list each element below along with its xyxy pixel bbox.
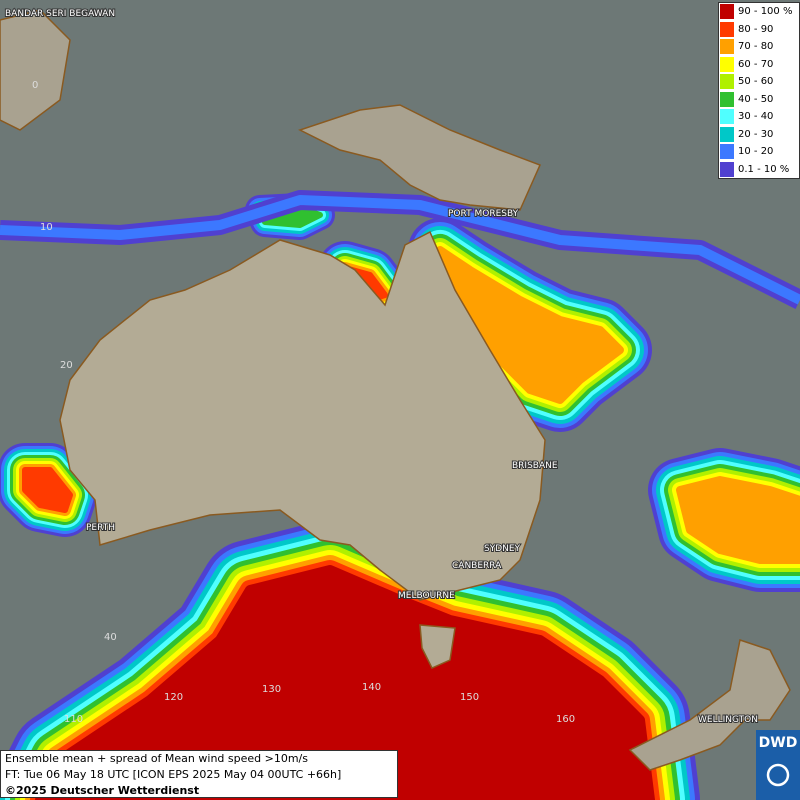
grid-label: 0 [32,80,38,91]
legend-swatch [720,161,734,177]
footer-line: Ensemble mean + spread of Mean wind spee… [5,752,308,765]
legend-item: 60 - 70 [719,56,799,74]
legend: 90 - 100 % 80 - 90 70 - 80 60 - 70 50 - 60 40… [718,2,800,179]
grid-label: 110 [64,714,83,725]
new-guinea [298,104,542,211]
probability-band [676,476,800,564]
grid-label: 160 [556,714,575,725]
legend-label: 90 - 100 % [738,6,793,18]
legend-swatch [720,21,734,37]
legend-item: 20 - 30 [719,126,799,144]
place-label: MELBOURNE [398,591,455,601]
place-label: WELLINGTON [698,715,758,725]
grid-label: 150 [460,692,479,703]
tasmania [419,624,456,669]
grid-label: 20 [60,360,73,371]
legend-item: 0.1 - 10 % [719,161,799,179]
legend-item: 90 - 100 % [719,3,799,21]
legend-label: 50 - 60 [738,76,774,88]
grid-labels: 0 10 20 40 110 120 130 140 150 160 [32,80,575,725]
legend-swatch [720,91,734,107]
grid-label: 40 [104,632,117,643]
legend-item: 50 - 60 [719,73,799,91]
place-label: PORT MORESBY [448,209,519,219]
new-zealand [628,639,791,771]
legend-label: 60 - 70 [738,58,774,70]
probability-band [22,467,73,513]
footer-line: FT: Tue 06 May 18 UTC [ICON EPS 2025 May… [5,768,342,781]
legend-label: 70 - 80 [738,41,774,53]
legend-label: 10 - 20 [738,146,774,158]
footer: Ensemble mean + spread of Mean wind spee… [0,750,398,798]
grid-label: 140 [362,682,381,693]
place-label: CANBERRA [452,561,502,571]
legend-swatch [720,126,734,142]
legend-label: 80 - 90 [738,23,774,35]
legend-item: 30 - 40 [719,108,799,126]
footer-line: ©2025 Deutscher Wetterdienst [5,784,200,797]
grid-label: 10 [40,222,53,233]
legend-item: 40 - 50 [719,91,799,109]
legend-swatch [720,144,734,160]
legend-item: 70 - 80 [719,38,799,56]
place-label: PERTH [86,523,115,533]
legend-label: 30 - 40 [738,111,774,123]
legend-swatch [720,4,734,20]
borneo [0,9,71,131]
place-label: BRISBANE [512,461,558,471]
legend-label: 40 - 50 [738,93,774,105]
legend-swatch [720,74,734,90]
probability-band [0,195,800,305]
places: BANDAR SERI BEGAWAN PORT MORESBY BRISBAN… [4,8,759,726]
legend-label: 0.1 - 10 % [738,163,790,175]
logo-swirl [766,763,790,787]
legend-swatch [720,39,734,55]
legend-swatch [720,56,734,72]
legend-item: 80 - 90 [719,21,799,39]
grid-label: 130 [262,684,281,695]
legend-label: 20 - 30 [738,128,774,140]
land [0,9,791,771]
grid-label: 120 [164,692,183,703]
place-label: BANDAR SERI BEGAWAN [5,9,115,19]
legend-item: 10 - 20 [719,143,799,161]
australia [59,230,546,601]
legend-swatch [720,109,734,125]
logo: DWD [758,735,798,751]
place-label: SYDNEY [484,544,521,554]
probability-band [35,565,655,800]
probability-fields [0,190,800,800]
